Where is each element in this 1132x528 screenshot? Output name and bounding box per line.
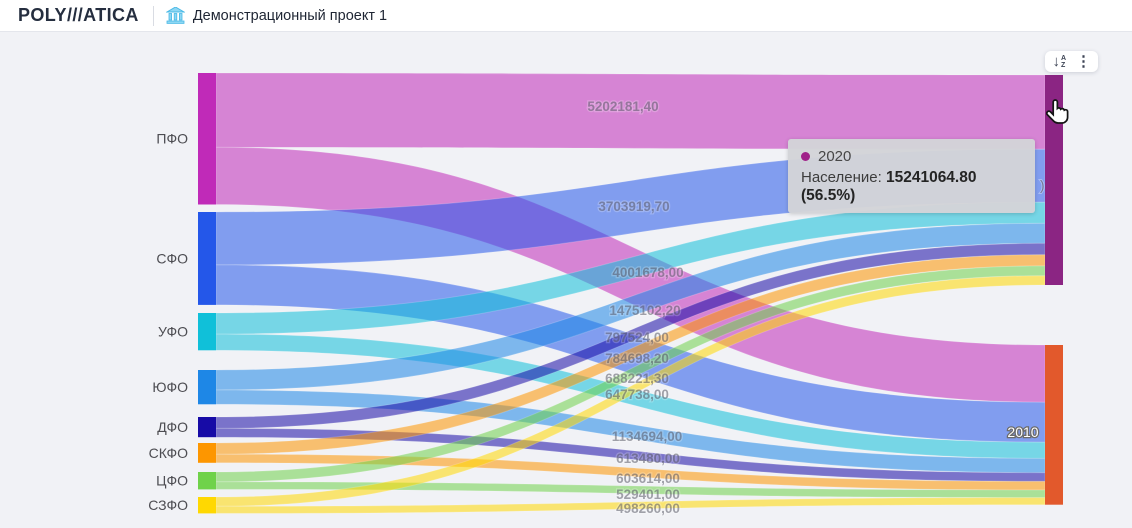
flow-value-label: 1134694,00 — [612, 429, 683, 444]
sankey-node-2020[interactable] — [1045, 75, 1063, 285]
flow-value-label: 613480,00 — [616, 451, 680, 466]
node-label-ПФО: ПФО — [156, 131, 188, 147]
node-label-СФО: СФО — [156, 251, 188, 267]
node-label-ЮФО: ЮФО — [152, 379, 188, 395]
flow-value-label: 3703919,70 — [598, 199, 669, 214]
sankey-node-ПФО[interactable] — [198, 73, 216, 205]
node-label-ЦФО: ЦФО — [156, 473, 188, 489]
sankey-node-ЦФО[interactable] — [198, 472, 216, 490]
sankey-node-СКФО[interactable] — [198, 443, 216, 463]
sankey-node-СЗФО[interactable] — [198, 497, 216, 514]
header-divider — [152, 5, 154, 26]
tooltip-value: 15241064.80 (56.5%) — [801, 169, 977, 204]
flow-value-label: 1475102,20 — [609, 303, 680, 318]
flow-value-label: 647738,00 — [605, 387, 669, 402]
node-label-СКФО: СКФО — [149, 445, 188, 461]
project-title: Демонстрационный проект 1 — [192, 7, 388, 24]
sankey-node-УФО[interactable] — [198, 313, 216, 351]
node-value-label-fragment: ) — [1040, 178, 1045, 193]
sankey-chart[interactable]: 5202181,40 4001678,00 3703919,70 1475102,20… — [0, 32, 1132, 528]
app-header: POLY///ATICA Демонстрационный проект 1 — [0, 0, 1132, 32]
sort-button[interactable]: ↓ A Z — [1052, 52, 1066, 70]
bank-icon — [165, 7, 185, 24]
dashboard-area: 5202181,40 4001678,00 3703919,70 1475102,20… — [0, 32, 1132, 528]
node-label-СЗФО: СЗФО — [148, 497, 188, 513]
flow-value-label: 5202181,40 — [587, 99, 658, 114]
node-label-ДФО: ДФО — [157, 419, 188, 435]
flow-value-label: 797524,00 — [605, 330, 669, 345]
node-label-2010: 2010 — [1007, 424, 1038, 440]
flow-value-label: 688221,30 — [605, 371, 669, 386]
sankey-node-ЮФО[interactable] — [198, 370, 216, 405]
sort-arrow-icon: ↓ — [1052, 52, 1060, 70]
sankey-node-ДФО[interactable] — [198, 417, 216, 438]
flow-value-label: 784698,20 — [605, 351, 669, 366]
polymatica-logo: POLY///ATICA — [18, 5, 139, 25]
sankey-node-СФО[interactable] — [198, 212, 216, 305]
tooltip-metric-label: Население: — [801, 169, 882, 186]
sankey-node-2010[interactable] — [1045, 345, 1063, 505]
tooltip-series-dot — [801, 152, 810, 161]
flow-value-label: 529401,00 — [616, 487, 680, 502]
sort-az-icon: A Z — [1060, 54, 1066, 69]
flow-value-label: 4001678,00 — [612, 265, 683, 280]
chart-tooltip: 2020 Население: 15241064.80 (56.5%) — [788, 139, 1035, 213]
tooltip-series-label: 2020 — [818, 148, 852, 165]
flow-value-label: 498260,00 — [616, 501, 680, 516]
chart-toolbar: ↓ A Z ⋮ — [1045, 51, 1098, 72]
kebab-menu-icon: ⋮ — [1076, 53, 1091, 70]
kebab-menu-button[interactable]: ⋮ — [1076, 54, 1091, 69]
flow-value-label: 603614,00 — [616, 471, 680, 486]
node-label-УФО: УФО — [158, 324, 188, 340]
